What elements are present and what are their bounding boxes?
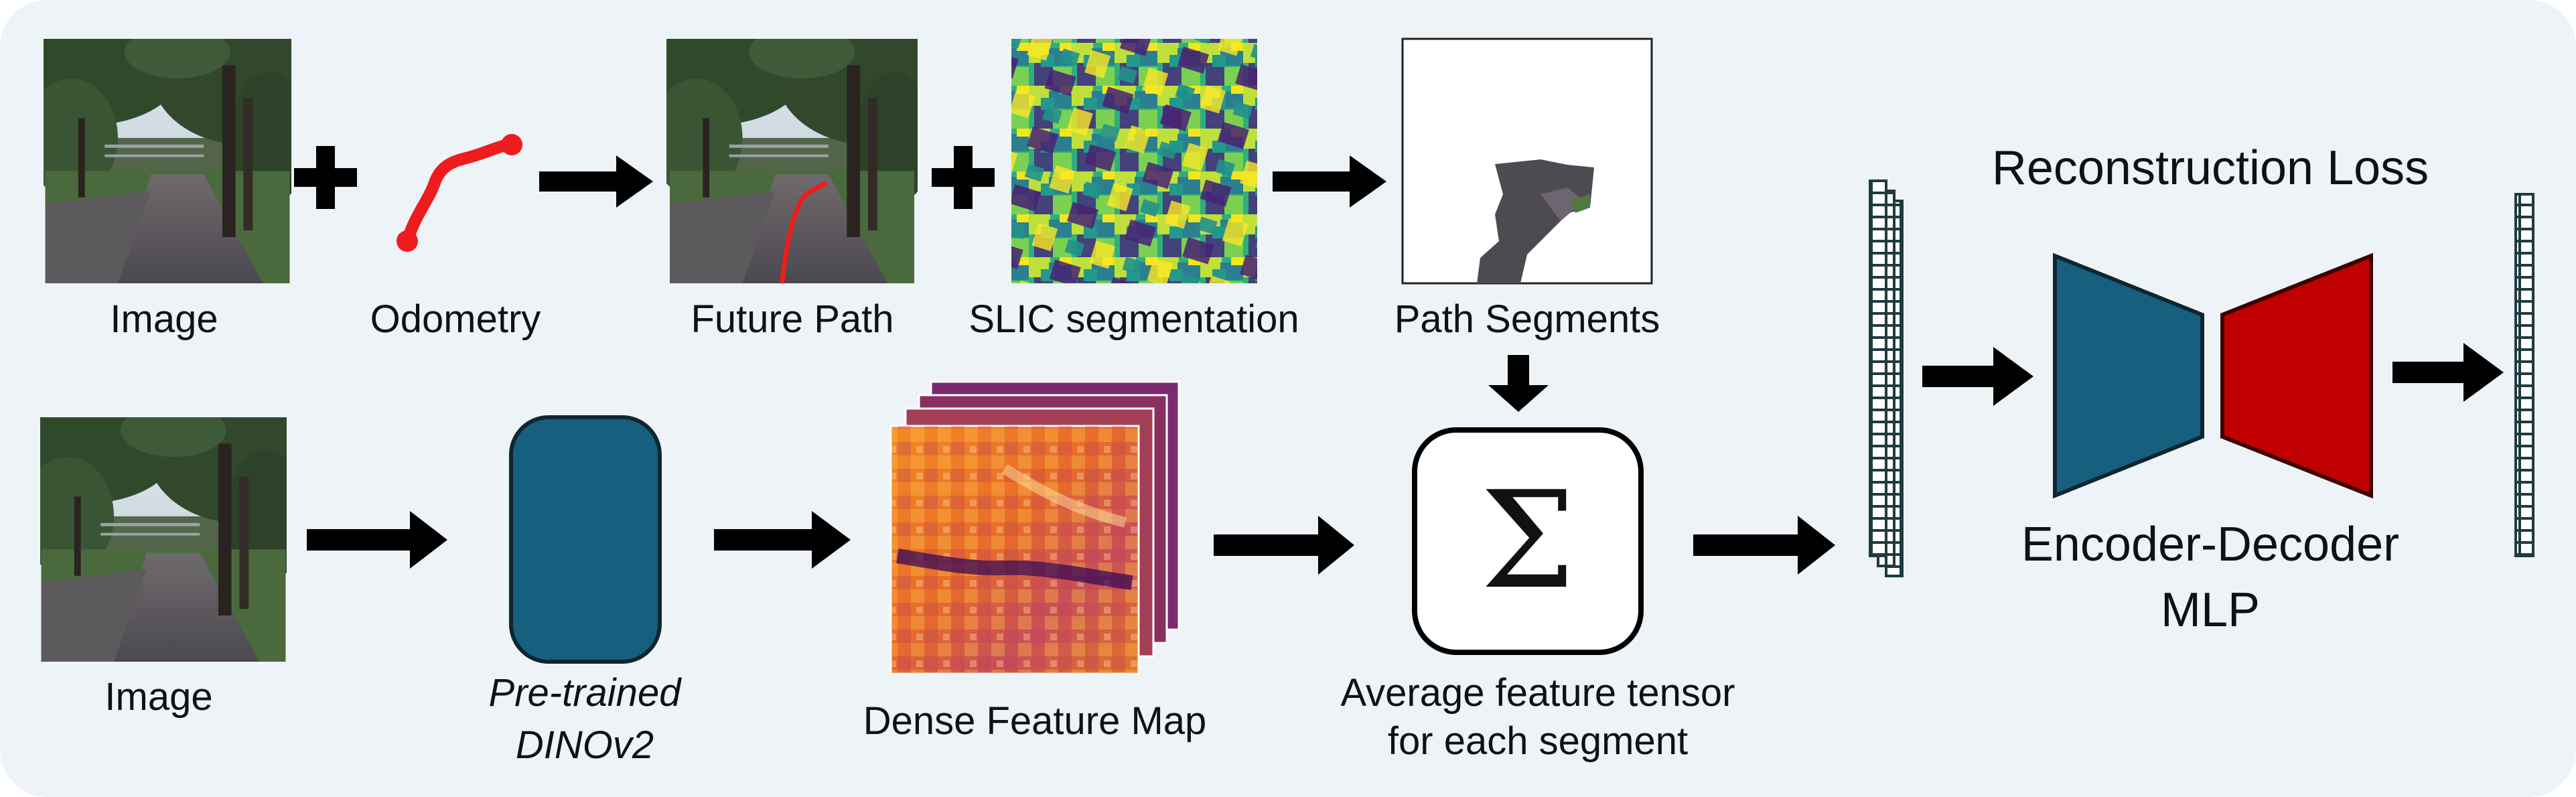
sigma-symbol: Σ (1480, 463, 1575, 619)
label-dinov2: DINOv2 (515, 723, 654, 767)
label-slic-segmentation: SLIC segmentation (969, 297, 1299, 341)
encoder-block (2053, 252, 2204, 499)
slic-segmentation-image (1011, 39, 1257, 283)
label-path-segments: Path Segments (1394, 297, 1660, 341)
label-image-bottom: Image (104, 675, 213, 719)
input-feature-vector-stack (1869, 179, 1904, 577)
dense-feature-map-stack (889, 380, 1180, 675)
label-odometry: Odometry (370, 297, 541, 341)
decoder-block (2220, 252, 2373, 499)
future-path-image (666, 39, 918, 284)
path-segments-image (1401, 38, 1653, 285)
arrow-down-icon (1488, 355, 1549, 412)
arrow-right-icon (1922, 347, 2033, 406)
odometry-trace (397, 134, 522, 252)
label-image-top: Image (110, 297, 218, 341)
dinov2-model-block (509, 415, 662, 664)
arrow-right-icon (1214, 516, 1354, 575)
label-pretrained: Pre-trained (488, 671, 681, 715)
label-future-path: Future Path (691, 297, 894, 341)
output-feature-vector (2514, 193, 2534, 557)
plus-icon (932, 146, 995, 209)
arrow-right-icon (307, 511, 447, 569)
label-reconstruction-loss: Reconstruction Loss (1991, 141, 2429, 195)
label-encoder-decoder: Encoder-Decoder (2021, 518, 2400, 571)
average-pooling-box (1412, 427, 1644, 655)
plus-icon (294, 146, 357, 209)
arrow-right-icon (1693, 516, 1835, 575)
image-top (44, 39, 291, 283)
arrow-right-icon (1273, 155, 1386, 208)
arrow-right-icon (539, 155, 653, 208)
label-average-line2: for each segment (1387, 719, 1689, 763)
label-mlp: MLP (2160, 583, 2261, 637)
label-dense-feature-map: Dense Feature Map (863, 699, 1207, 743)
arrow-right-icon (2392, 343, 2504, 402)
label-average-line1: Average feature tensor (1340, 671, 1735, 715)
arrow-right-icon (714, 511, 851, 569)
image-bottom (40, 417, 287, 662)
